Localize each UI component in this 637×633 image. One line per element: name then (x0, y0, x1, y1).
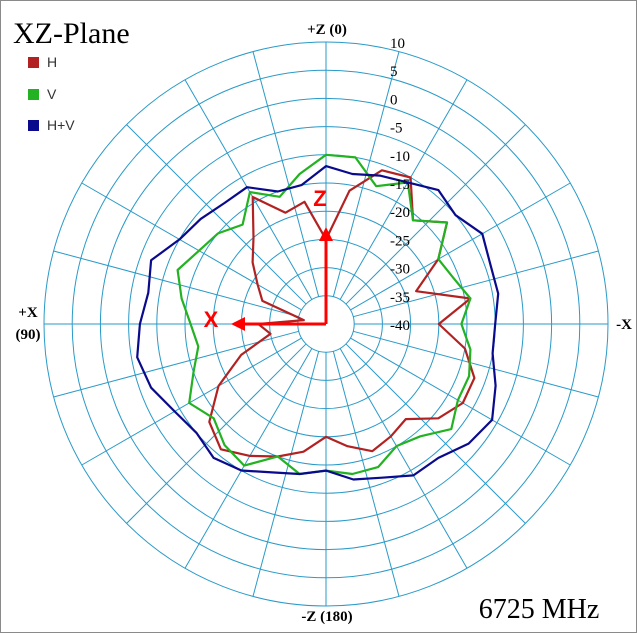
tick-label: 0 (390, 92, 398, 108)
x-arrow-head (231, 317, 245, 331)
tick-label: 5 (390, 64, 398, 80)
tick-label: -25 (390, 233, 410, 249)
grid-spoke (339, 79, 468, 300)
series-group (136, 153, 500, 481)
legend: H V H+V (28, 54, 75, 133)
grid-spoke (350, 337, 571, 466)
legend-swatch-hv (28, 120, 39, 131)
direction-label-top: +Z (0) (307, 22, 347, 38)
legend-label-hv: H+V (47, 117, 75, 133)
grid-spoke (339, 348, 468, 569)
tick-label: -5 (390, 121, 403, 137)
grid-spoke (350, 182, 571, 311)
grid-spoke (252, 51, 320, 297)
grid-spoke (81, 337, 302, 466)
grid-spoke (332, 351, 400, 597)
z-arrow-head (319, 227, 333, 241)
direction-label-bottom: -Z (180) (301, 609, 352, 625)
grid-spoke (353, 330, 599, 398)
legend-swatch-v (28, 89, 39, 100)
grid-spoke (184, 79, 313, 300)
legend-label-v: V (47, 86, 57, 102)
grid-spoke (345, 124, 526, 305)
axis-arrows: Z X (204, 186, 333, 332)
legend-swatch-h (28, 57, 39, 68)
direction-label-left: +X (18, 305, 38, 321)
tick-label: -10 (390, 149, 410, 165)
legend-label-h: H (47, 54, 57, 70)
tick-label: 10 (390, 36, 405, 52)
chart-title: XZ-Plane (13, 17, 130, 50)
tick-label: -15 (390, 177, 410, 193)
tick-label: -35 (390, 290, 410, 306)
direction-label-right: -X (616, 317, 632, 333)
radial-tick-labels: 10 5 0 -5 -10 -15 -20 -25 -30 -35 -40 (390, 36, 410, 334)
direction-label-left-degrees: (90) (16, 327, 41, 343)
grid-spoke (81, 182, 302, 311)
series-line-h-v (136, 165, 500, 481)
grid-spoke (126, 124, 307, 305)
grid-spoke (126, 343, 307, 524)
tick-label: -40 (390, 318, 410, 334)
tick-label: -30 (390, 262, 410, 278)
grid-spoke (53, 250, 299, 318)
grid-spoke (184, 348, 313, 569)
frequency-label: 6725 MHz (479, 594, 600, 625)
tick-label: -20 (390, 205, 410, 221)
z-arrow-label: Z (313, 186, 326, 211)
grid-spoke (353, 250, 599, 318)
x-arrow-label: X (204, 307, 219, 332)
